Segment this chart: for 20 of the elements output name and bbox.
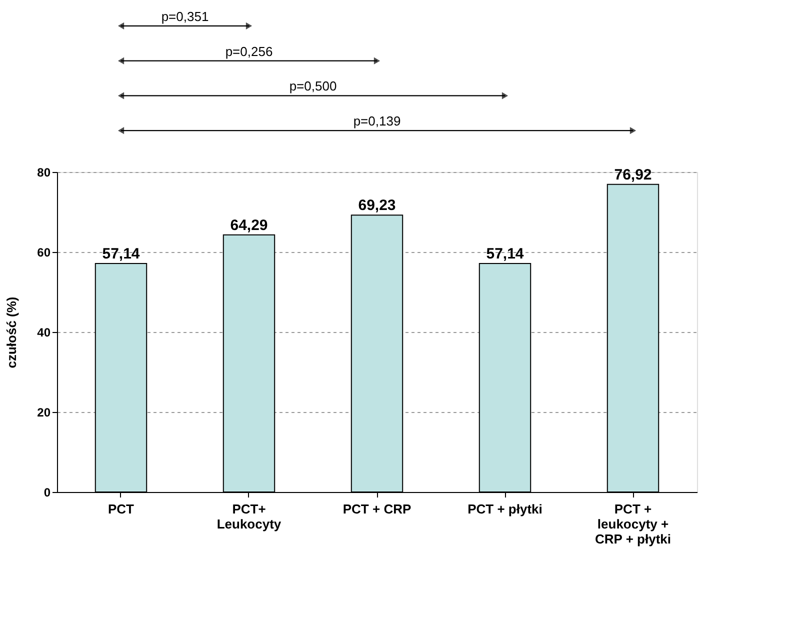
text: p=0,256: [225, 44, 273, 59]
x-tick-label: PCT + leukocyty + CRP + płytki: [595, 502, 671, 546]
data-label: 57,14: [102, 245, 140, 262]
data-label: 69,23: [358, 197, 396, 214]
text: p=0,139: [353, 114, 401, 129]
data-label: 76,92: [614, 166, 652, 184]
x-tick-label: PCT + CRP: [342, 502, 412, 516]
y-tick-label: 60: [37, 246, 51, 260]
y-tick-label: 0: [44, 486, 51, 500]
y-tick-label: 20: [37, 406, 51, 420]
y-tick-label: 40: [37, 326, 51, 340]
text: p=0,500: [289, 78, 337, 94]
y-tick-label: 80: [37, 166, 51, 180]
text: p=0,351: [161, 8, 209, 24]
x-tick-label: PCT: [108, 502, 134, 516]
data-label: 57,14: [486, 245, 524, 262]
x-tick-label: PCT+ Leukocyty: [216, 502, 282, 532]
data-label: 64,29: [230, 216, 268, 234]
y-axis-title: czułość (%): [4, 296, 20, 368]
x-tick-label: PCT + płytki: [468, 502, 542, 516]
